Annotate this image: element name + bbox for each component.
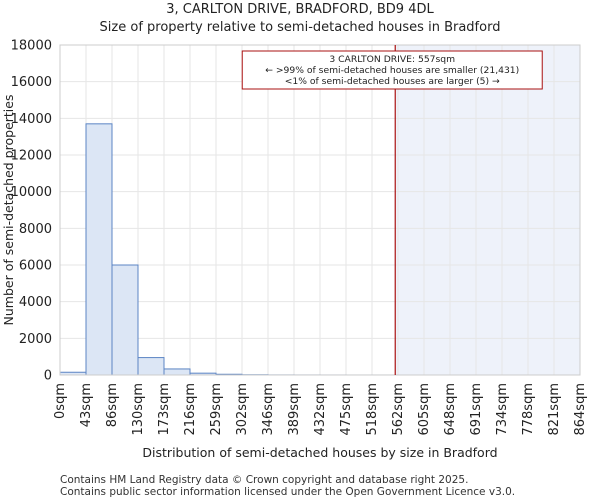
x-tick-label: 302sqm xyxy=(235,383,250,436)
x-tick-label: 605sqm xyxy=(417,383,432,436)
x-tick-label: 864sqm xyxy=(573,383,588,436)
x-tick-label: 778sqm xyxy=(521,383,536,436)
chart-subtitle: Size of property relative to semi-detach… xyxy=(99,20,501,35)
x-tick-label: 43sqm xyxy=(79,383,94,427)
y-tick-label: 18000 xyxy=(11,39,52,54)
x-tick-label: 648sqm xyxy=(443,383,458,436)
x-tick-label: 475sqm xyxy=(339,383,354,436)
plot-frame xyxy=(59,44,581,376)
larger-region-shade xyxy=(395,45,580,375)
annotation-box xyxy=(241,50,543,90)
y-tick-label: 8000 xyxy=(19,222,52,237)
footer-licence: Contains public sector information licen… xyxy=(60,486,516,498)
y-tick-label: 4000 xyxy=(19,295,52,310)
x-tick-label: 389sqm xyxy=(287,383,302,436)
y-tick-label: 6000 xyxy=(19,259,52,274)
x-tick-label: 0sqm xyxy=(53,383,68,419)
histogram-chart: 3 CARLTON DRIVE: 557sqm← >99% of semi-de… xyxy=(1,39,588,461)
x-tick-label: 259sqm xyxy=(209,383,224,436)
annotation-text-line-3: <1% of semi-detached houses are larger (… xyxy=(285,76,500,87)
y-axis-label: Number of semi-detached properties xyxy=(1,95,16,326)
annotation-text-line-1: 3 CARLTON DRIVE: 557sqm xyxy=(329,54,455,65)
chart-title: 3, CARLTON DRIVE, BRADFORD, BD9 4DL xyxy=(166,2,434,17)
annotation-text-line-2: ← >99% of semi-detached houses are small… xyxy=(265,65,519,76)
x-tick-label: 518sqm xyxy=(365,383,380,436)
x-tick-label: 691sqm xyxy=(469,383,484,436)
x-tick-label: 86sqm xyxy=(105,383,120,427)
histogram-bar xyxy=(111,264,139,376)
x-tick-label: 821sqm xyxy=(547,383,562,436)
y-tick-label: 12000 xyxy=(11,149,52,164)
y-tick-label: 0 xyxy=(44,369,52,384)
x-tick-label: 432sqm xyxy=(313,383,328,436)
x-tick-label: 173sqm xyxy=(157,383,172,436)
x-tick-label: 562sqm xyxy=(391,383,406,436)
histogram-bar xyxy=(137,357,165,376)
y-tick-label: 14000 xyxy=(11,112,52,127)
x-tick-label: 734sqm xyxy=(495,383,510,436)
y-tick-label: 10000 xyxy=(11,185,52,200)
x-tick-label: 130sqm xyxy=(131,383,146,436)
x-tick-label: 216sqm xyxy=(183,383,198,436)
y-tick-label: 2000 xyxy=(19,332,52,347)
footer-copyright: Contains HM Land Registry data © Crown c… xyxy=(60,474,469,486)
x-tick-label: 346sqm xyxy=(261,383,276,436)
y-tick-label: 16000 xyxy=(11,75,52,90)
x-axis-label: Distribution of semi-detached houses by … xyxy=(142,445,497,460)
histogram-bar xyxy=(163,368,191,376)
histogram-bar xyxy=(85,123,113,376)
